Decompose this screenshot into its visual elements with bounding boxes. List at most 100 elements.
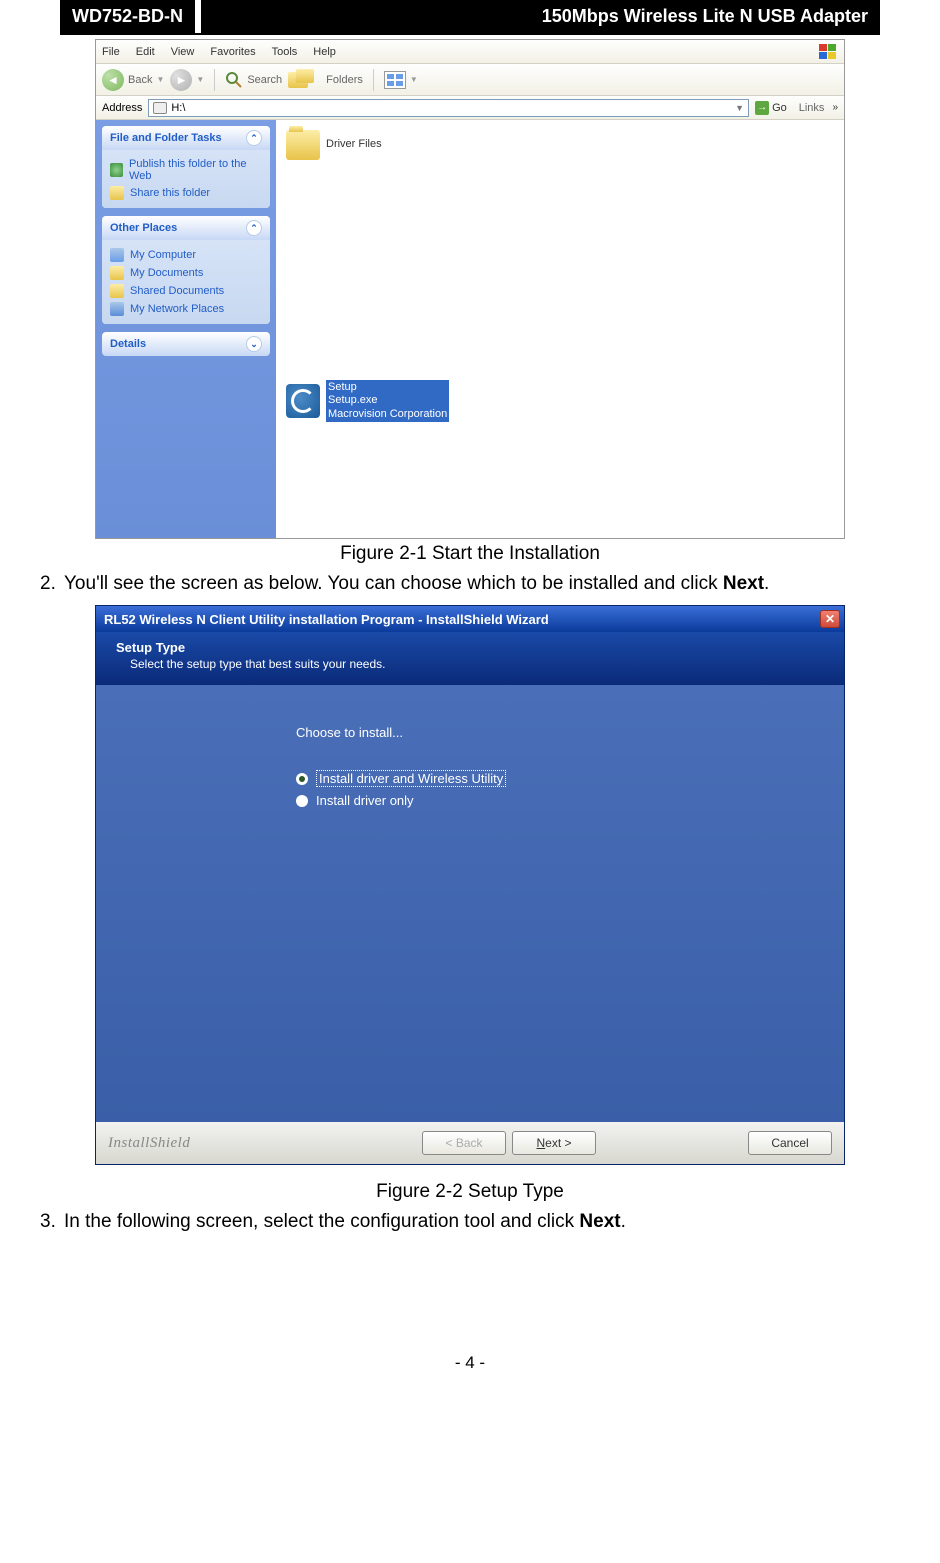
menu-view[interactable]: View (171, 46, 195, 58)
installer-body: Choose to install... Install driver and … (96, 685, 844, 1122)
place-documents[interactable]: My Documents (110, 264, 262, 282)
tasks-header[interactable]: File and Folder Tasks ⌃ (102, 126, 270, 150)
folder-icon (286, 130, 320, 160)
details-header[interactable]: Details ⌄ (102, 332, 270, 356)
folder-icon (110, 186, 124, 200)
menu-favorites[interactable]: Favorites (210, 46, 255, 58)
setup-type-title: Setup Type (116, 640, 824, 655)
explorer-body: File and Folder Tasks ⌃ Publish this fol… (96, 120, 844, 538)
step-3: 3. In the following screen, select the c… (40, 1211, 900, 1233)
menubar: File Edit View Favorites Tools Help (96, 40, 844, 64)
menu-edit[interactable]: Edit (136, 46, 155, 58)
place-network[interactable]: My Network Places (110, 300, 262, 318)
folders-icon (288, 72, 308, 88)
explorer-window: File Edit View Favorites Tools Help ◄ Ba… (95, 39, 845, 539)
forward-button[interactable]: ►▼ (170, 69, 204, 91)
toolbar: ◄ Back ▼ ►▼ Search Folders ▼ (96, 64, 844, 96)
views-icon (384, 71, 406, 89)
places-body: My Computer My Documents Shared Document… (102, 240, 270, 324)
tasks-body: Publish this folder to the Web Share thi… (102, 150, 270, 208)
links-label[interactable]: Links (799, 102, 825, 114)
header-model: WD752-BD-N (60, 0, 195, 33)
back-button[interactable]: ◄ Back ▼ (102, 69, 164, 91)
network-icon (110, 302, 124, 316)
search-label: Search (247, 74, 282, 86)
views-button[interactable]: ▼ (384, 71, 418, 89)
details-panel: Details ⌄ (102, 332, 270, 356)
installer-header: Setup Type Select the setup type that be… (96, 632, 844, 685)
separator (214, 69, 215, 91)
setup-type-desc: Select the setup type that best suits yo… (130, 657, 824, 671)
search-button[interactable]: Search (225, 71, 282, 89)
step-number: 2. (40, 573, 64, 595)
menu-tools[interactable]: Tools (272, 46, 298, 58)
explorer-content: Driver Files Setup Setup.exe Macrovision… (276, 120, 844, 538)
address-label: Address (102, 102, 142, 114)
tasks-panel: File and Folder Tasks ⌃ Publish this fol… (102, 126, 270, 208)
collapse-icon[interactable]: ⌃ (246, 220, 262, 236)
back-label: < Back (445, 1136, 482, 1150)
places-header[interactable]: Other Places ⌃ (102, 216, 270, 240)
place-network-label: My Network Places (130, 303, 224, 315)
menu-file[interactable]: File (102, 46, 120, 58)
back-button[interactable]: < Back (422, 1131, 506, 1155)
step3-bold: Next (579, 1211, 620, 1232)
header-title: 150Mbps Wireless Lite N USB Adapter (201, 0, 880, 33)
next-button[interactable]: Next > (512, 1131, 596, 1155)
step3-text-a: In the following screen, select the conf… (64, 1211, 579, 1232)
separator (373, 69, 374, 91)
menu-help[interactable]: Help (313, 46, 336, 58)
folder-item[interactable]: Driver Files (284, 128, 504, 162)
radio-label-1: Install driver and Wireless Utility (316, 770, 506, 787)
step3-text-c: . (621, 1211, 626, 1232)
task-share[interactable]: Share this folder (110, 184, 262, 202)
expand-icon[interactable]: ⌄ (246, 336, 262, 352)
back-label: Back (128, 74, 152, 86)
go-label: Go (772, 102, 787, 114)
setup-item[interactable]: Setup Setup.exe Macrovision Corporation (284, 378, 504, 424)
task-share-label: Share this folder (130, 187, 210, 199)
step-2: 2. You'll see the screen as below. You c… (40, 573, 900, 595)
globe-icon (110, 163, 123, 177)
installer-titlebar: RL52 Wireless N Client Utility installat… (96, 606, 844, 632)
radio-icon (296, 795, 308, 807)
place-documents-label: My Documents (130, 267, 203, 279)
address-bar: Address ▼ → Go Links » (96, 96, 844, 120)
setup-icon (286, 384, 320, 418)
cancel-button[interactable]: Cancel (748, 1131, 832, 1155)
page-header: WD752-BD-N 150Mbps Wireless Lite N USB A… (60, 0, 880, 35)
installshield-logo: InstallShield (108, 1135, 190, 1152)
task-publish-label: Publish this folder to the Web (129, 158, 262, 182)
details-title: Details (110, 338, 146, 350)
folder-name: Driver Files (326, 138, 382, 151)
setup-company: Macrovision Corporation (328, 408, 447, 421)
close-button[interactable]: ✕ (820, 610, 840, 628)
next-label: Next > (536, 1136, 571, 1150)
go-button[interactable]: → Go (755, 101, 787, 115)
step-text: In the following screen, select the conf… (64, 1211, 900, 1233)
collapse-icon[interactable]: ⌃ (246, 130, 262, 146)
task-publish[interactable]: Publish this folder to the Web (110, 156, 262, 184)
dropdown-icon[interactable]: ▼ (735, 103, 744, 113)
address-combo[interactable]: ▼ (148, 99, 749, 117)
radio-label-2: Install driver only (316, 793, 414, 808)
folder-icon (110, 284, 124, 298)
radio-option-1[interactable]: Install driver and Wireless Utility (296, 770, 844, 787)
explorer-sidebar: File and Folder Tasks ⌃ Publish this fol… (96, 120, 276, 538)
search-icon (225, 71, 243, 89)
step-text: You'll see the screen as below. You can … (64, 573, 900, 595)
folders-button[interactable]: Folders (288, 72, 363, 88)
choose-label: Choose to install... (296, 725, 844, 740)
places-panel: Other Places ⌃ My Computer My Documents … (102, 216, 270, 324)
setup-filename: Setup.exe (328, 394, 447, 407)
address-input[interactable] (171, 102, 731, 114)
place-shared-label: Shared Documents (130, 285, 224, 297)
figure-caption-2: Figure 2-2 Setup Type (0, 1181, 940, 1203)
radio-option-2[interactable]: Install driver only (296, 793, 844, 808)
step2-text-a: You'll see the screen as below. You can … (64, 573, 723, 594)
cancel-label: Cancel (771, 1136, 808, 1150)
tasks-title: File and Folder Tasks (110, 132, 222, 144)
place-computer[interactable]: My Computer (110, 246, 262, 264)
place-shared[interactable]: Shared Documents (110, 282, 262, 300)
chevron-icon[interactable]: » (832, 102, 838, 113)
